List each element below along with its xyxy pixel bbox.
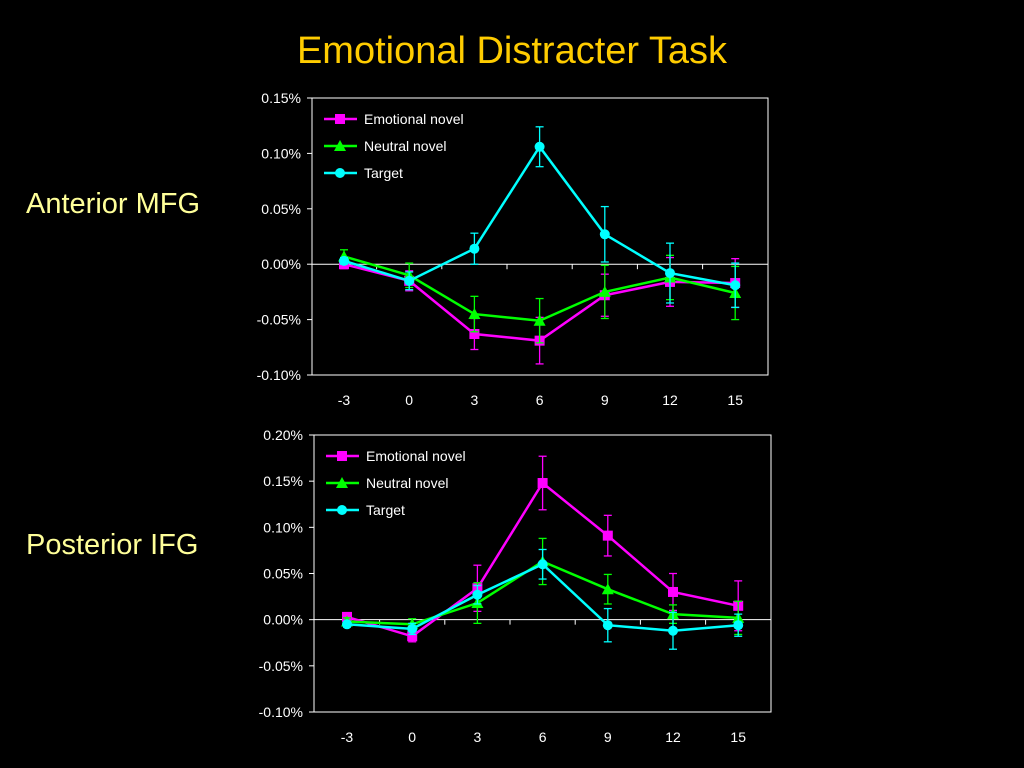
x-tick-label: 12 <box>662 392 678 408</box>
x-tick-label: 15 <box>727 392 743 408</box>
x-tick-label: 0 <box>405 392 413 408</box>
legend-label: Neutral novel <box>364 138 447 154</box>
data-point <box>599 229 610 240</box>
data-point <box>665 268 675 279</box>
x-tick-label: 12 <box>665 729 681 745</box>
legend-item-emotional-novel: Emotional novel <box>324 111 464 127</box>
data-point <box>601 583 614 595</box>
y-tick-label: 0.05% <box>263 566 303 582</box>
legend-label: Target <box>364 165 403 181</box>
data-point <box>468 308 481 320</box>
legend-item-target: Target <box>326 502 405 518</box>
x-tick-label: -3 <box>341 729 354 745</box>
data-point <box>469 243 480 254</box>
y-tick-label: 0.00% <box>263 612 303 628</box>
x-tick-label: -3 <box>338 392 351 408</box>
y-tick-label: 0.20% <box>263 427 303 443</box>
data-point <box>404 275 415 286</box>
data-point <box>407 623 418 634</box>
legend-label: Emotional novel <box>366 448 466 464</box>
data-point <box>730 280 741 291</box>
y-tick-label: 0.05% <box>261 201 301 217</box>
y-tick-label: 0.10% <box>261 145 301 161</box>
legend-marker <box>337 451 347 461</box>
x-tick-label: 6 <box>539 729 547 745</box>
x-tick-label: 9 <box>604 729 612 745</box>
data-point <box>537 478 548 489</box>
x-tick-label: 15 <box>730 729 746 745</box>
data-point <box>342 619 352 630</box>
legend-item-target: Target <box>324 165 403 181</box>
legend-item-neutral-novel: Neutral novel <box>324 138 447 154</box>
data-point <box>602 530 613 541</box>
data-point <box>598 285 611 297</box>
y-tick-label: -0.10% <box>257 367 301 383</box>
row-label-posterior-ifg: Posterior IFG <box>26 529 199 561</box>
y-tick-label: -0.10% <box>259 704 303 720</box>
y-tick-label: 0.10% <box>263 519 303 535</box>
x-tick-label: 0 <box>408 729 416 745</box>
data-point <box>339 255 349 266</box>
series-target <box>342 548 744 650</box>
data-point <box>537 559 548 570</box>
row-label-anterior-mfg: Anterior MFG <box>26 188 201 220</box>
legend-marker <box>334 140 346 151</box>
legend-marker <box>336 477 348 488</box>
data-point <box>407 631 418 642</box>
y-tick-label: -0.05% <box>259 658 303 674</box>
plot-frame <box>311 97 769 376</box>
legend-label: Emotional novel <box>364 111 464 127</box>
chart-anterior-mfg: 0.15% 0.10% 0.05% 0.00% -0.05% -0.10% -3 0 3 6 9 12… <box>257 90 769 408</box>
data-point <box>668 625 678 636</box>
data-point <box>472 589 483 600</box>
chart-posterior-ifg: 0.20% 0.15% 0.10% 0.05% 0.00% -0.05% -0.10% -3 0… <box>259 427 772 745</box>
x-tick-label: 3 <box>474 729 482 745</box>
series-target <box>339 126 741 309</box>
legend-marker <box>337 505 347 515</box>
legend-item-emotional-novel: Emotional novel <box>326 448 466 464</box>
y-tick-label: -0.05% <box>257 312 301 328</box>
data-point <box>668 586 678 597</box>
data-point <box>533 314 546 326</box>
data-point <box>602 620 613 631</box>
data-point <box>534 141 545 152</box>
data-point <box>469 329 480 340</box>
legend-label: Neutral novel <box>366 475 449 491</box>
data-point <box>733 620 744 631</box>
y-tick-label: 0.15% <box>263 473 303 489</box>
legend-label: Target <box>366 502 405 518</box>
x-tick-label: 3 <box>471 392 479 408</box>
y-tick-label: 0.00% <box>261 256 301 272</box>
x-tick-label: 9 <box>601 392 609 408</box>
legend-marker <box>335 168 345 178</box>
legend-marker <box>335 114 345 124</box>
x-tick-label: 6 <box>536 392 544 408</box>
slide-title: Emotional Distracter Task <box>296 30 728 72</box>
legend-item-neutral-novel: Neutral novel <box>326 475 449 491</box>
y-tick-label: 0.15% <box>261 90 301 106</box>
